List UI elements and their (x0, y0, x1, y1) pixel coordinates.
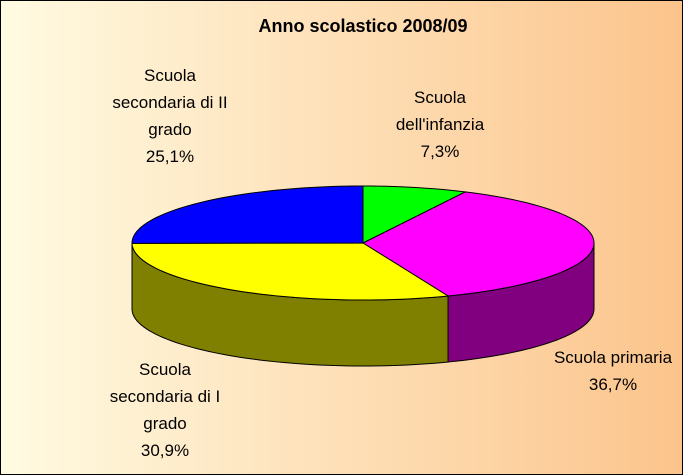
data-label: Scuola secondaria di II grado 25,1% (100, 62, 240, 170)
pie-slice (362, 185, 468, 244)
category-label: Scuola primaria (553, 348, 673, 367)
value-label: 30,9% (140, 441, 190, 460)
data-label: Scuola primaria 36,7% (543, 344, 683, 398)
value-label: 36,7% (588, 375, 638, 394)
chart-title: Anno scolastico 2008/09 (258, 16, 467, 36)
value-label: 25,1% (145, 147, 195, 166)
data-label: Scuola dell'infanzia 7,3% (370, 84, 510, 165)
category-label: Scuola secondaria di II grado (112, 66, 228, 139)
data-label: Scuola secondaria di I grado 30,9% (95, 356, 235, 464)
category-label: Scuola dell'infanzia (395, 88, 485, 134)
pie-slice (131, 242, 450, 301)
value-label: 7,3% (420, 142, 460, 161)
pie-slice (131, 185, 364, 244)
pie-slice (361, 191, 595, 297)
category-label: Scuola secondaria di I grado (109, 360, 221, 433)
